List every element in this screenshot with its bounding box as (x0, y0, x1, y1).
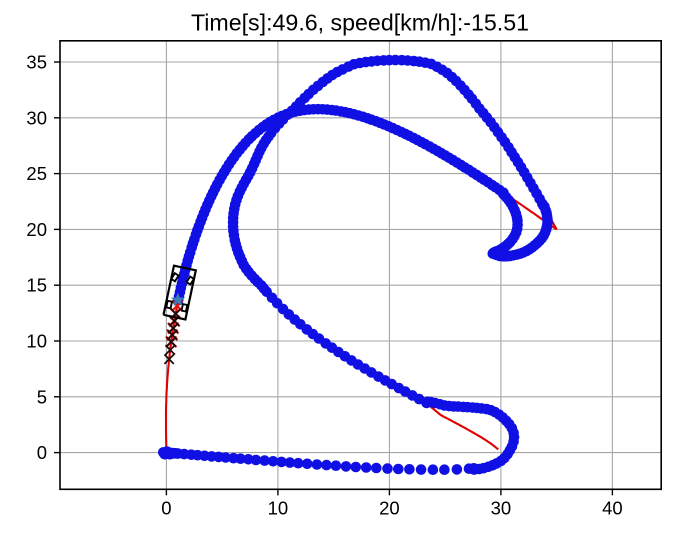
svg-text:40: 40 (602, 498, 623, 519)
svg-text:25: 25 (26, 163, 47, 184)
svg-text:0: 0 (37, 442, 47, 463)
svg-text:20: 20 (379, 498, 400, 519)
svg-text:30: 30 (491, 498, 512, 519)
svg-text:15: 15 (26, 275, 47, 296)
svg-text:30: 30 (26, 107, 47, 128)
svg-text:5: 5 (37, 386, 47, 407)
svg-text:10: 10 (26, 331, 47, 352)
svg-text:Time[s]:49.6, speed[km/h]:-15.: Time[s]:49.6, speed[km/h]:-15.51 (191, 10, 529, 36)
svg-text:0: 0 (161, 498, 171, 519)
svg-text:35: 35 (26, 52, 47, 73)
svg-text:20: 20 (26, 219, 47, 240)
svg-text:10: 10 (268, 498, 289, 519)
